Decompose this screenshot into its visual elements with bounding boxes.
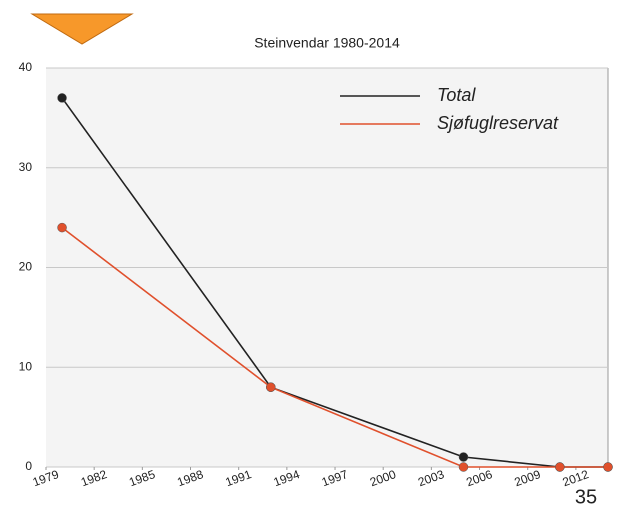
x-tick-label: 1988 [175,467,205,489]
y-tick-label: 30 [19,160,33,174]
legend-label: Sjøfuglreservat [437,113,559,133]
x-tick-label: 1997 [320,467,350,489]
point [458,452,469,462]
legend-label: Total [437,85,476,105]
x-tick-label: 1985 [127,467,157,489]
point [57,222,67,233]
point [266,382,276,392]
page-number: 35 [575,486,597,508]
point [555,462,565,472]
chart-title: Steinvendar 1980-2014 [254,35,400,51]
point [603,462,613,472]
x-tick-label: 2006 [464,467,494,489]
x-tick-label: 2009 [512,467,542,489]
x-tick-label: 1991 [223,467,253,489]
point [458,462,469,472]
point [57,93,67,103]
y-tick-label: 0 [25,459,32,473]
y-tick-label: 10 [19,359,33,373]
x-tick-label: 1982 [79,467,109,489]
x-tick-label: 2003 [416,467,446,489]
decor-triangle [30,13,134,45]
y-tick-label: 40 [19,60,33,74]
y-tick-label: 20 [19,260,33,274]
x-tick-label: 1994 [272,467,302,489]
x-tick-label: 2000 [368,467,398,489]
x-tick-label: 1979 [31,467,61,489]
